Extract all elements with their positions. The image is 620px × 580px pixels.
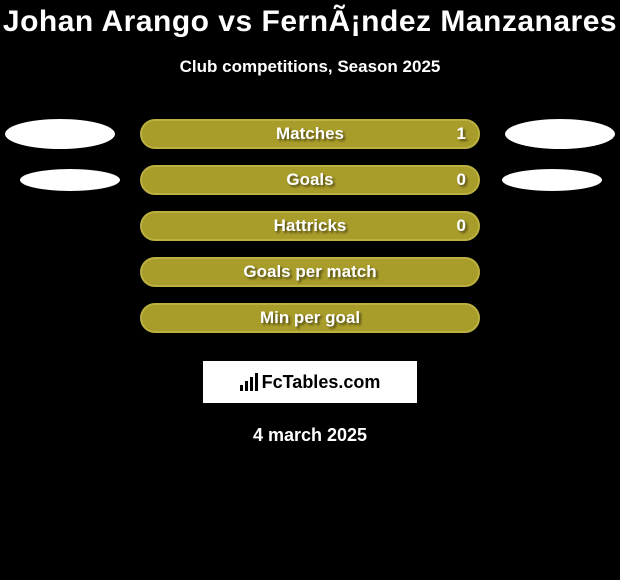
stat-bar: Goals per match [140, 257, 480, 287]
stat-label: Matches [276, 124, 344, 144]
stat-bar: Matches 1 [140, 119, 480, 149]
stat-bar: Min per goal [140, 303, 480, 333]
stat-value: 0 [457, 170, 466, 190]
logo-text: FcTables.com [262, 372, 381, 393]
stat-bar: Hattricks 0 [140, 211, 480, 241]
stat-row-min-per-goal: Min per goal [0, 303, 620, 349]
left-ellipse-icon [5, 119, 115, 149]
infographic-container: Johan Arango vs FernÃ¡ndez Manzanares Cl… [0, 0, 620, 446]
stat-row-goals: Goals 0 [0, 165, 620, 211]
stat-value: 0 [457, 216, 466, 236]
stat-row-hattricks: Hattricks 0 [0, 211, 620, 257]
stat-label: Hattricks [274, 216, 347, 236]
date-text: 4 march 2025 [0, 425, 620, 446]
stat-bar: Goals 0 [140, 165, 480, 195]
logo-content: FcTables.com [240, 372, 381, 393]
stat-label: Min per goal [260, 308, 360, 328]
left-ellipse-icon [20, 169, 120, 191]
bar-chart-icon [240, 373, 258, 391]
stat-label: Goals per match [243, 262, 376, 282]
subtitle: Club competitions, Season 2025 [0, 57, 620, 77]
stat-value: 1 [457, 124, 466, 144]
stat-label: Goals [286, 170, 333, 190]
stat-row-matches: Matches 1 [0, 119, 620, 165]
stat-row-goals-per-match: Goals per match [0, 257, 620, 303]
right-ellipse-icon [502, 169, 602, 191]
logo-box: FcTables.com [203, 361, 417, 403]
page-title: Johan Arango vs FernÃ¡ndez Manzanares [0, 5, 620, 39]
right-ellipse-icon [505, 119, 615, 149]
